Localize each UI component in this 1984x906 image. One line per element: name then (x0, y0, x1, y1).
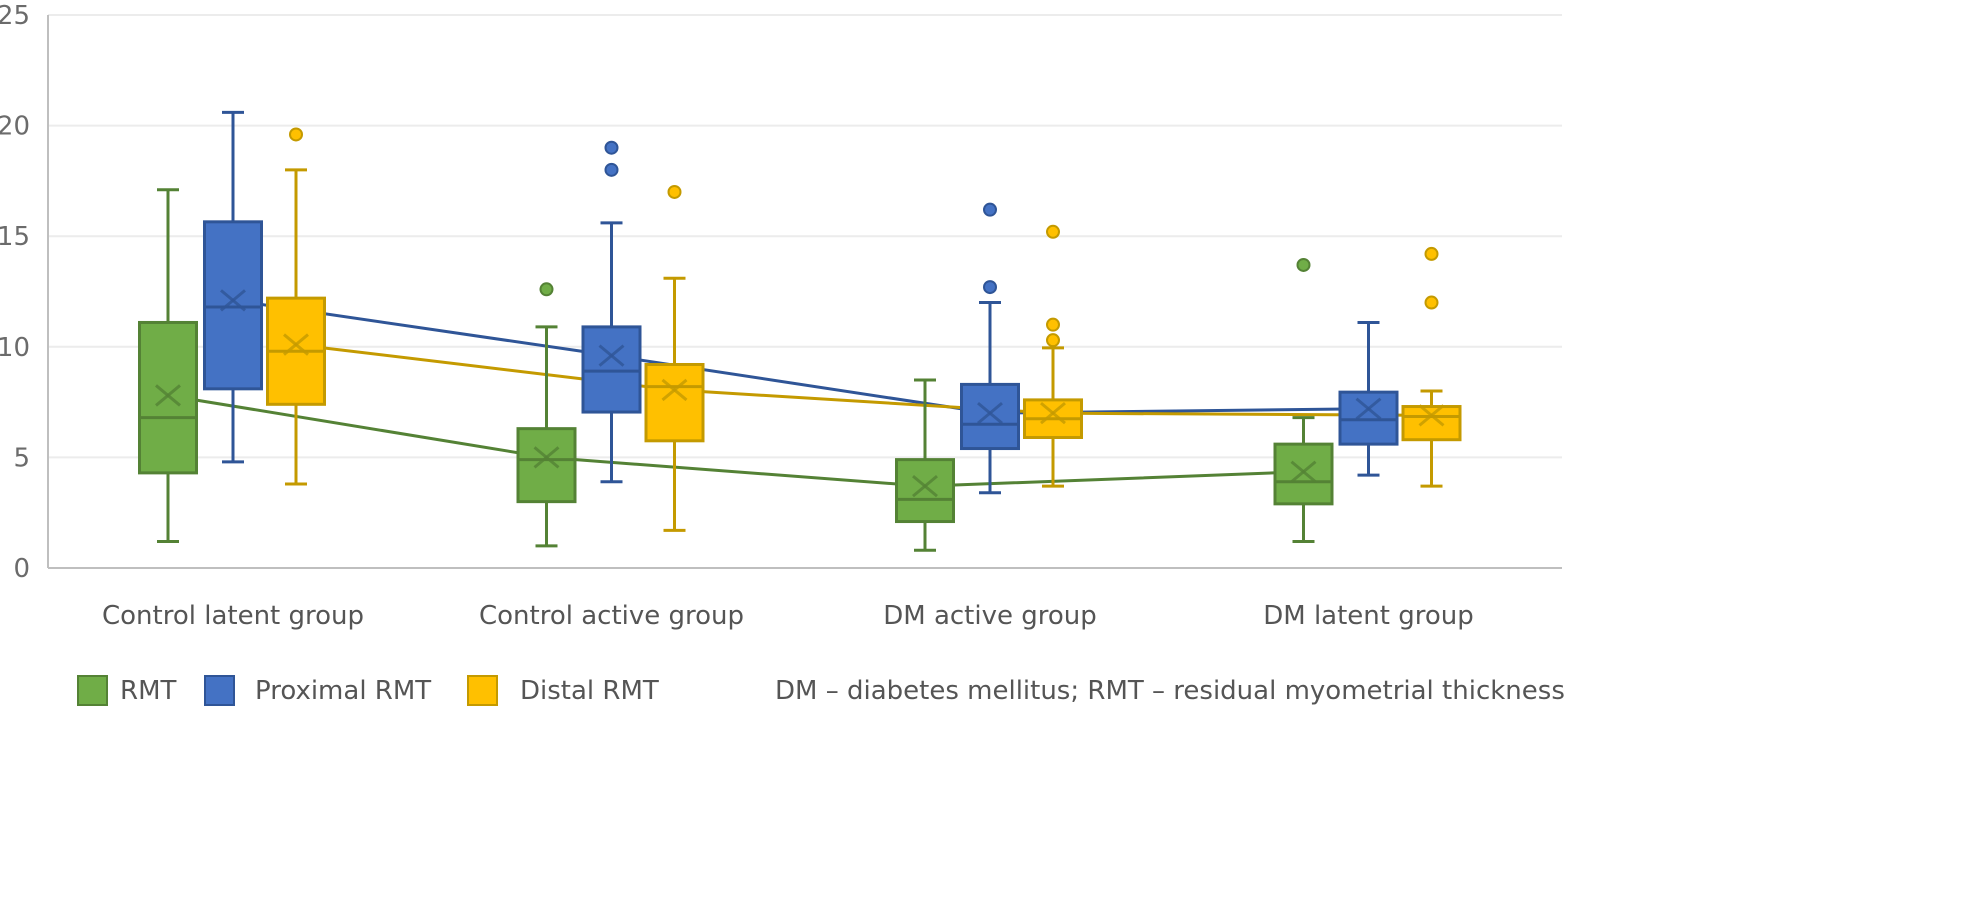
footnote: DM – diabetes mellitus; RMT – residual m… (775, 676, 1565, 706)
outlier-point (1046, 317, 1060, 332)
y-tick-label: 10 (0, 333, 30, 363)
outlier-point (1424, 246, 1439, 261)
category-label: Control latent group (102, 601, 364, 631)
y-axis-ticks: 0 5 10 15 20 25 (0, 1, 30, 584)
legend-swatch (77, 675, 108, 706)
outlier-point (1424, 295, 1439, 310)
box-rmt (895, 378, 955, 552)
outlier-point (604, 162, 619, 177)
mean-marker (1355, 397, 1382, 420)
legend-swatch (204, 675, 235, 706)
box-distal-rmt (644, 184, 705, 532)
outlier-point (983, 280, 997, 295)
mean-marker (1040, 402, 1066, 425)
mean-marker (1290, 460, 1317, 483)
legend-label: Proximal RMT (255, 676, 431, 706)
legend-label: Distal RMT (520, 676, 659, 706)
iqr-box (581, 325, 642, 414)
iqr-box (895, 458, 955, 524)
y-tick-label: 15 (0, 222, 30, 252)
outlier-point (667, 184, 682, 199)
iqr-box (1273, 442, 1334, 506)
category-label: Control active group (479, 601, 744, 631)
iqr-box (138, 320, 198, 475)
mean-line-distal-rmt (295, 343, 1432, 417)
box-proximal-rmt (960, 202, 1020, 495)
box-proximal-rmt (581, 140, 642, 484)
box-proximal-rmt (203, 110, 263, 464)
y-tick-label: 20 (0, 112, 30, 142)
mean-marker (283, 333, 309, 356)
y-tick-label: 25 (0, 1, 30, 31)
boxes (138, 110, 1462, 552)
mean-line-rmt (167, 393, 1304, 488)
mean-lines (167, 298, 1432, 488)
box-distal-rmt (1023, 224, 1083, 488)
outlier-point (289, 127, 303, 142)
outlier-point (604, 140, 619, 155)
mean-marker (661, 378, 688, 402)
box-distal-rmt (1401, 246, 1462, 488)
y-tick-label: 0 (13, 554, 30, 584)
iqr-box (516, 427, 577, 504)
outlier-point (1046, 224, 1060, 239)
category-label: DM active group (883, 601, 1097, 631)
mean-marker (533, 446, 560, 469)
iqr-box (1401, 405, 1462, 442)
box-rmt (138, 188, 198, 543)
y-tick-label: 5 (13, 443, 30, 473)
iqr-box (644, 362, 705, 443)
iqr-box (960, 382, 1020, 451)
box-proximal-rmt (1338, 320, 1399, 477)
box-distal-rmt (266, 127, 326, 486)
outlier-point (1046, 333, 1060, 348)
iqr-box (203, 220, 263, 391)
mean-marker (1418, 404, 1445, 427)
mean-line-proximal-rmt (232, 298, 1369, 415)
mean-marker (598, 344, 625, 367)
legend: RMT Proximal RMT Distal RMT (77, 675, 659, 706)
box-rmt (516, 282, 577, 548)
outlier-point (983, 202, 997, 217)
legend-label: RMT (120, 676, 176, 706)
outlier-point (539, 282, 554, 297)
iqr-box (1338, 390, 1399, 446)
box-rmt (1273, 257, 1334, 543)
mean-marker (912, 475, 938, 498)
mean-marker (155, 384, 181, 407)
outlier-point (1296, 257, 1311, 272)
legend-swatch (467, 675, 498, 706)
category-label: DM latent group (1263, 601, 1474, 631)
mean-marker (220, 289, 246, 312)
x-axis-categories: Control latent group Control active group… (102, 601, 1474, 631)
gridlines (48, 14, 1562, 569)
mean-marker (977, 402, 1003, 425)
